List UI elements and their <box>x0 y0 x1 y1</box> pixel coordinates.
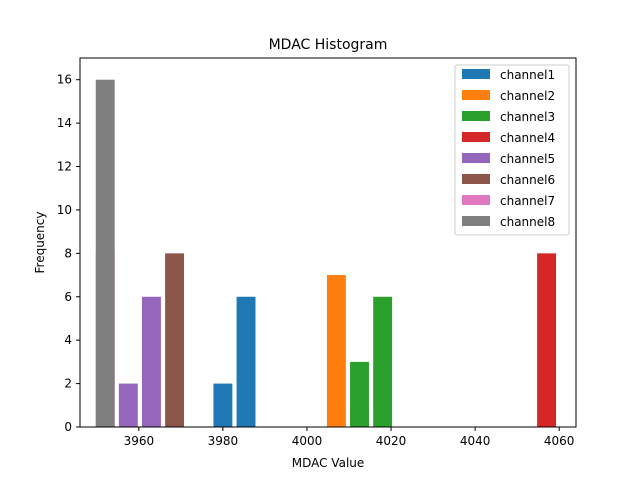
bar-channel2-1 <box>326 275 346 427</box>
bar-channel1-1 <box>213 383 233 427</box>
y-tick-label: 0 <box>64 420 72 434</box>
bar-channel6-1 <box>165 253 185 427</box>
legend-label-channel7: channel7 <box>500 194 555 208</box>
x-tick-label: 3960 <box>124 434 155 448</box>
y-tick-label: 10 <box>57 203 72 217</box>
legend-swatch-channel8 <box>462 216 490 226</box>
legend-label-channel8: channel8 <box>500 215 555 229</box>
legend-swatch-channel5 <box>462 153 490 163</box>
legend-label-channel2: channel2 <box>500 89 555 103</box>
bar-channel5-2 <box>142 296 161 427</box>
bar-channel1-2 <box>236 296 256 427</box>
x-tick-label: 3980 <box>208 434 239 448</box>
bar-channel3-2 <box>373 296 393 427</box>
legend-label-channel1: channel1 <box>500 68 555 82</box>
ticks-layer: 3960 3980 4000 4020 4040 4060 0 2 4 6 8 10 12 14 16 <box>57 73 575 448</box>
legend-label-channel4: channel4 <box>500 131 555 145</box>
bar-channel8-1 <box>95 79 115 428</box>
bar-channel4-1 <box>537 253 557 427</box>
legend-label-channel5: channel5 <box>500 152 555 166</box>
legend-swatch-channel1 <box>462 69 490 79</box>
plot-frame <box>79 57 577 428</box>
y-tick-label: 6 <box>64 290 72 304</box>
x-tick-label: 4060 <box>544 434 575 448</box>
bars-layer <box>95 79 557 428</box>
y-tick-label: 8 <box>64 246 72 260</box>
legend: channel1 channel2 channel3 channel4 channel5… <box>454 64 570 236</box>
legend-swatch-channel3 <box>462 111 490 121</box>
x-axis-label: MDAC Value <box>292 456 365 470</box>
y-tick-label: 14 <box>57 116 72 130</box>
y-axis-label: Frequency <box>33 212 47 274</box>
bar-channel3-1 <box>350 361 369 427</box>
legend-swatch-channel6 <box>462 174 490 184</box>
bar-channel5-1 <box>118 383 138 427</box>
legend-label-channel6: channel6 <box>500 173 555 187</box>
legend-swatch-channel7 <box>462 195 490 205</box>
legend-swatch-channel2 <box>462 90 490 100</box>
x-tick-label: 4040 <box>460 434 491 448</box>
y-tick-label: 4 <box>64 333 72 347</box>
legend-box <box>454 64 570 236</box>
legend-swatch-channel4 <box>462 132 490 142</box>
legend-label-channel3: channel3 <box>500 110 555 124</box>
x-tick-label: 4020 <box>376 434 407 448</box>
y-tick-label: 12 <box>57 160 72 174</box>
x-tick-label: 4000 <box>292 434 323 448</box>
chart-title: MDAC Histogram <box>269 37 388 53</box>
y-tick-label: 2 <box>64 377 72 391</box>
y-tick-label: 16 <box>57 73 72 87</box>
